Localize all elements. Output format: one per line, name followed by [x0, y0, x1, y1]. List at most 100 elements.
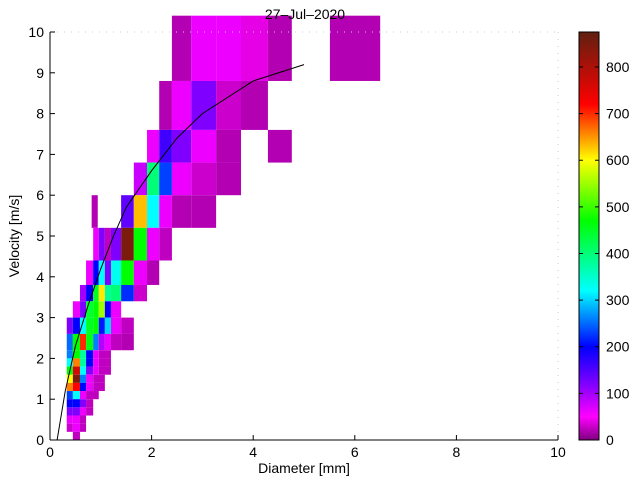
heatmap-cell — [171, 15, 192, 81]
heatmap-cell — [93, 227, 99, 261]
y-tick-label: 10 — [28, 24, 44, 40]
heatmap-cell — [98, 301, 105, 318]
colorbar-tick-label: 200 — [606, 339, 630, 355]
heatmap-cell — [110, 333, 122, 351]
heatmap-cell — [121, 195, 134, 228]
heatmap-cell — [72, 399, 80, 408]
colorbar-tick-label: 700 — [606, 106, 630, 122]
heatmap-cell — [79, 366, 87, 375]
x-tick-label: 4 — [249, 444, 257, 460]
heatmap-cell — [121, 333, 134, 351]
heatmap-cell — [66, 374, 73, 383]
heatmap-cell — [93, 301, 99, 318]
heatmap-cell — [86, 301, 94, 318]
heatmap-cell — [93, 358, 99, 367]
heatmap-cell — [133, 227, 148, 261]
heatmap-cell — [79, 399, 87, 408]
heatmap-cell — [98, 350, 111, 359]
heatmap-cell — [66, 391, 73, 400]
x-tick-label: 6 — [351, 444, 359, 460]
heatmap-cell — [171, 195, 192, 228]
heatmap-cell — [72, 350, 80, 359]
y-tick-label: 9 — [36, 65, 44, 81]
heatmap-cell — [79, 382, 87, 392]
heatmap-cell — [98, 284, 105, 302]
heatmap-cell — [93, 317, 99, 334]
heatmap-cell — [104, 227, 111, 261]
heatmap-cell — [98, 333, 105, 351]
heatmap-cell — [79, 333, 87, 351]
heatmap-cell — [329, 15, 381, 81]
y-tick-label: 1 — [36, 391, 44, 407]
heatmap-cell — [147, 260, 160, 285]
y-tick-label: 3 — [36, 310, 44, 326]
heatmap-cell — [241, 80, 268, 130]
heatmap-cell — [93, 350, 99, 359]
x-tick-label: 2 — [148, 444, 156, 460]
x-tick-label: 0 — [46, 444, 54, 460]
heatmap-cell — [72, 382, 80, 392]
heatmap-cell — [66, 317, 73, 334]
heatmap-cell — [159, 195, 172, 228]
heatmap-cell — [133, 195, 148, 228]
heatmap-cell — [93, 333, 99, 351]
y-tick-label: 6 — [36, 187, 44, 203]
colorbar-tick-label: 800 — [606, 59, 630, 75]
colorbar-tick-label: 500 — [606, 199, 630, 215]
heatmap-cell — [216, 15, 242, 81]
heatmap-cell — [66, 358, 73, 367]
x-tick-label: 8 — [453, 444, 461, 460]
heatmap-cell — [159, 162, 172, 196]
y-tick-label: 8 — [36, 106, 44, 122]
heatmap-cell — [110, 260, 122, 285]
colorbar-tick-label: 0 — [606, 432, 614, 448]
heatmap-cell — [133, 162, 148, 196]
heatmap-cell — [66, 415, 73, 424]
heatmap-cell — [159, 80, 172, 130]
heatmap-cell — [171, 162, 192, 196]
heatmap-cell — [121, 260, 134, 285]
y-axis-ticks: 0 1 2 3 4 5 6 7 8 9 10 — [28, 24, 55, 448]
heatmap-cell — [104, 333, 111, 351]
colorbar-tick-label: 400 — [606, 245, 630, 261]
heatmap-cell — [110, 227, 122, 261]
heatmap-cell — [86, 284, 94, 302]
heatmap-cell — [104, 317, 111, 334]
colorbar-tick-label: 300 — [606, 292, 630, 308]
heatmap-cell — [66, 423, 73, 432]
heatmap-cell — [66, 333, 73, 351]
heatmap-cell — [171, 129, 192, 163]
heatmap-cell — [72, 366, 80, 375]
heatmap-cells — [66, 15, 381, 440]
heatmap-cell — [86, 399, 94, 408]
heatmap-cell — [110, 284, 122, 302]
heatmap-cell — [98, 358, 111, 367]
heatmap-cell — [98, 366, 111, 375]
heatmap-cell — [98, 260, 105, 285]
y-tick-label: 2 — [36, 350, 44, 366]
heatmap-cell — [79, 423, 87, 432]
heatmap-cell — [104, 284, 111, 302]
heatmap-cell — [147, 195, 160, 228]
heatmap-cell — [86, 333, 94, 351]
heatmap-cell — [86, 358, 94, 367]
heatmap-cell — [159, 129, 172, 163]
heatmap-cell — [72, 415, 80, 424]
heatmap-cell — [267, 129, 292, 163]
heatmap-cell — [133, 284, 148, 302]
x-tick-label: 10 — [550, 444, 566, 460]
chart-title: 27–Jul–2020 — [265, 6, 345, 22]
heatmap-cell — [72, 431, 80, 440]
heatmap-cell — [93, 366, 99, 375]
heatmap-cell — [86, 407, 94, 416]
colorbar — [578, 31, 600, 441]
heatmap-cell — [86, 382, 94, 392]
heatmap-cell — [72, 358, 80, 367]
fit-curve — [56, 64, 305, 441]
heatmap-cell — [191, 129, 217, 163]
heatmap-cell — [121, 284, 134, 302]
heatmap-cell — [191, 195, 217, 228]
heatmap-cell — [86, 260, 94, 285]
heatmap-cell — [98, 317, 105, 334]
